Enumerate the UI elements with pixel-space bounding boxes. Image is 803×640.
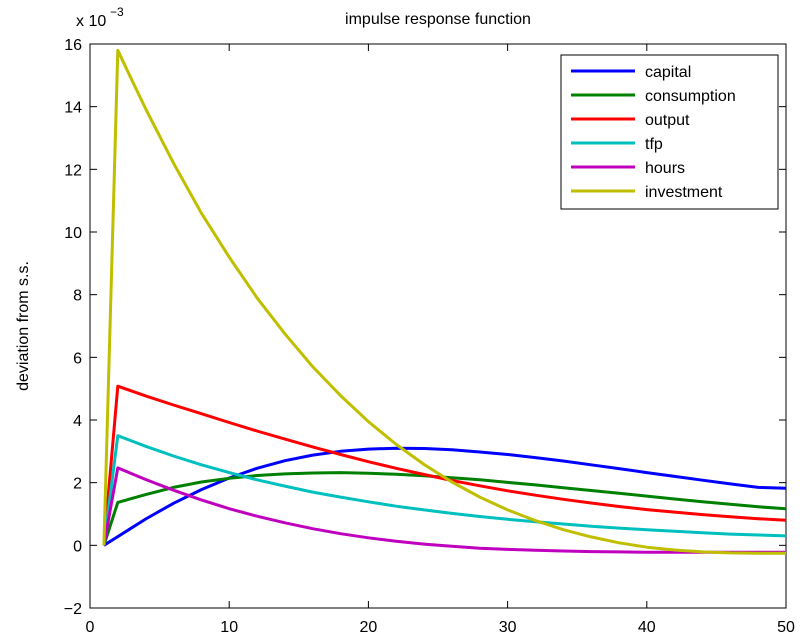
legend-label-hours: hours bbox=[645, 160, 685, 177]
legend-label-output: output bbox=[645, 112, 690, 129]
legend-label-capital: capital bbox=[645, 64, 691, 81]
x-tick-label: 30 bbox=[499, 619, 517, 636]
x-tick-label: 50 bbox=[777, 619, 795, 636]
y-tick-label: 16 bbox=[64, 37, 82, 54]
y-exponent-power: −3 bbox=[110, 5, 124, 19]
y-tick-label: 0 bbox=[73, 538, 82, 555]
x-tick-label: 10 bbox=[220, 619, 238, 636]
y-axis-label: deviation from s.s. bbox=[15, 261, 32, 391]
y-tick-label: 2 bbox=[73, 476, 82, 493]
series-line-investment bbox=[102, 48, 786, 555]
x-tick-label: 40 bbox=[638, 619, 656, 636]
series-line-tfp bbox=[102, 434, 787, 546]
y-exponent-label: x 10 bbox=[76, 13, 106, 30]
x-tick-label: 20 bbox=[360, 619, 378, 636]
series-line-capital bbox=[103, 446, 787, 547]
y-tick-label: 6 bbox=[73, 350, 82, 367]
y-tick-label: −2 bbox=[64, 601, 82, 618]
legend-label-tfp: tfp bbox=[645, 136, 663, 153]
legend-label-consumption: consumption bbox=[645, 88, 736, 105]
y-tick-label: 12 bbox=[64, 162, 82, 179]
series-line-output bbox=[102, 384, 787, 546]
x-tick-label: 0 bbox=[86, 619, 95, 636]
y-tick-label: 4 bbox=[73, 413, 82, 430]
y-tick-label: 14 bbox=[64, 100, 82, 117]
legend-label-investment: investment bbox=[645, 184, 723, 201]
y-tick-label: 10 bbox=[64, 225, 82, 242]
legend-box bbox=[560, 54, 779, 210]
chart-title: impulse response function bbox=[345, 11, 531, 28]
series-line-hours bbox=[102, 466, 786, 554]
y-tick-label: 8 bbox=[73, 288, 82, 305]
